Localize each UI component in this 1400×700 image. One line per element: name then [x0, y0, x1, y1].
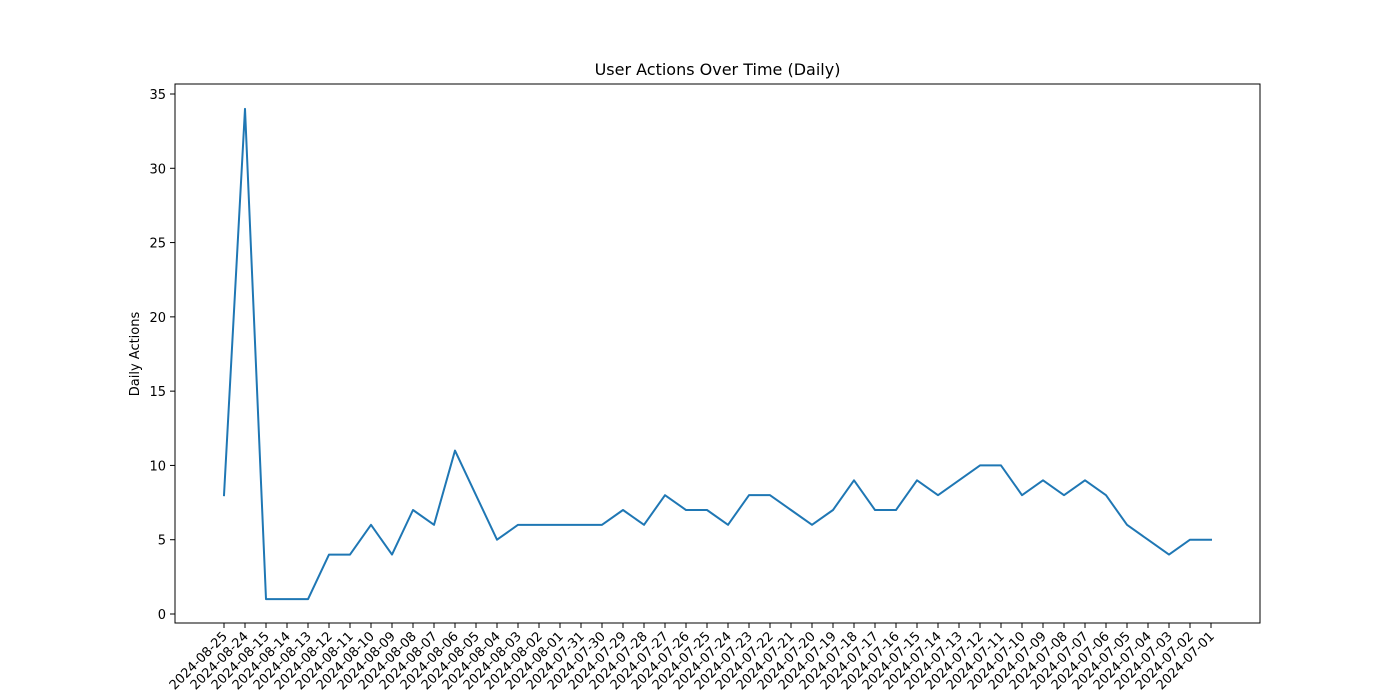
y-tick-label: 20	[149, 311, 166, 326]
data-point	[1210, 539, 1212, 541]
data-point	[580, 524, 582, 526]
y-tick-label: 25	[149, 237, 166, 252]
data-point	[538, 524, 540, 526]
data-point	[1126, 524, 1128, 526]
data-point	[1042, 479, 1044, 481]
data-point	[265, 598, 267, 600]
data-point	[1168, 554, 1170, 556]
data-point	[832, 509, 834, 511]
data-point	[916, 479, 918, 481]
data-point	[433, 524, 435, 526]
data-point	[223, 494, 225, 496]
data-point	[391, 554, 393, 556]
data-point	[1147, 539, 1149, 541]
y-tick-label: 10	[149, 459, 166, 474]
data-point	[412, 509, 414, 511]
data-point	[853, 479, 855, 481]
data-point	[1189, 539, 1191, 541]
y-axis-label: Daily Actions	[128, 312, 143, 397]
data-point	[979, 464, 981, 466]
data-point	[811, 524, 813, 526]
data-point	[517, 524, 519, 526]
data-point	[349, 554, 351, 556]
x-axis: 2024-08-252024-08-242024-08-152024-08-14…	[167, 623, 1218, 693]
data-point	[874, 509, 876, 511]
data-point	[958, 479, 960, 481]
data-point	[1000, 464, 1002, 466]
y-tick-label: 15	[149, 385, 166, 400]
data-point	[685, 509, 687, 511]
data-point	[496, 539, 498, 541]
data-point	[895, 509, 897, 511]
data-point	[1021, 494, 1023, 496]
data-point	[286, 598, 288, 600]
y-tick-label: 0	[158, 608, 166, 623]
plot-area	[222, 107, 1212, 601]
data-point	[622, 509, 624, 511]
data-point	[748, 494, 750, 496]
data-point	[475, 494, 477, 496]
data-point	[1105, 494, 1107, 496]
data-point	[244, 108, 246, 110]
data-point	[790, 509, 792, 511]
data-point	[1063, 494, 1065, 496]
y-axis: 0 5 10 15 20 25 30 35	[149, 88, 175, 623]
data-point	[328, 554, 330, 556]
chart-title: User Actions Over Time (Daily)	[595, 60, 841, 79]
data-point	[769, 494, 771, 496]
data-point	[454, 450, 456, 452]
data-point	[706, 509, 708, 511]
y-tick-label: 35	[149, 88, 166, 103]
series-line	[222, 107, 1212, 601]
data-point	[1084, 479, 1086, 481]
axes-frame	[174, 83, 1261, 624]
data-point	[601, 524, 603, 526]
y-tick-label: 5	[158, 534, 166, 549]
data-point	[643, 524, 645, 526]
data-point	[727, 524, 729, 526]
data-point	[307, 598, 309, 600]
y-tick-label: 30	[149, 162, 166, 177]
data-point	[370, 524, 372, 526]
data-point	[664, 494, 666, 496]
data-point	[937, 494, 939, 496]
data-point	[559, 524, 561, 526]
